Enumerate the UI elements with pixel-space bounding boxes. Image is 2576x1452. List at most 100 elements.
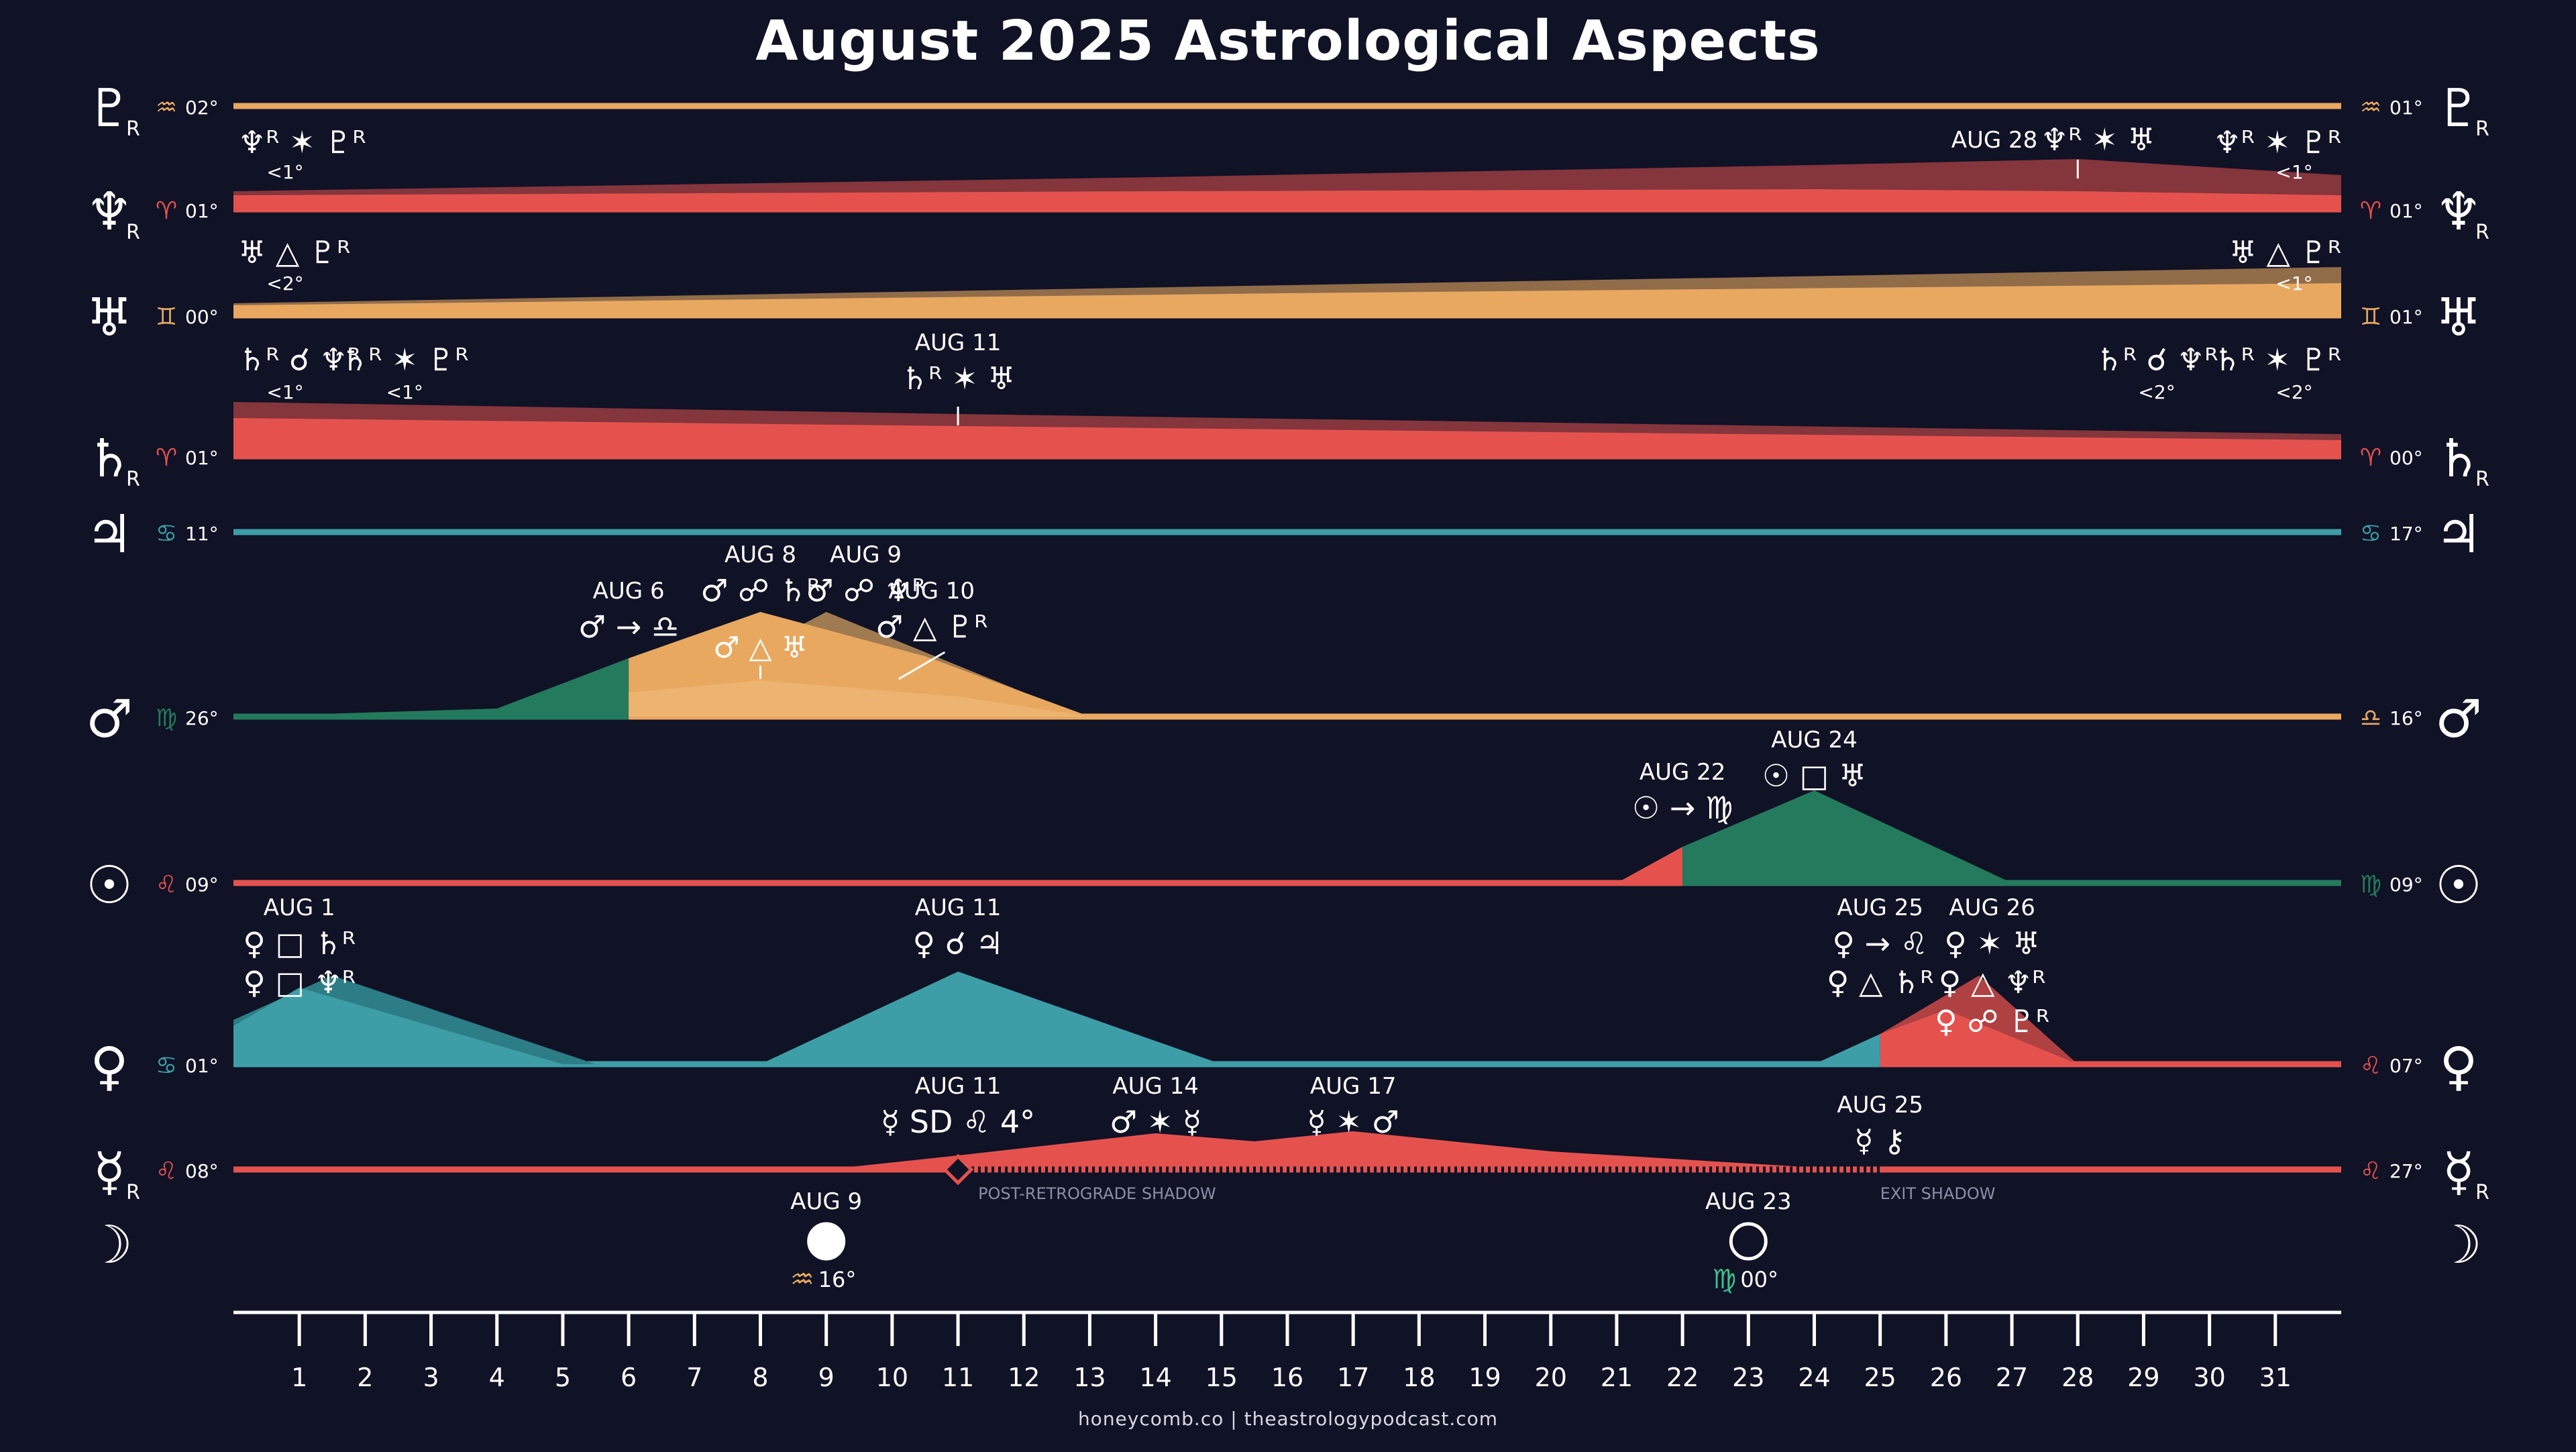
mars-glyph-right: ♂ <box>2435 689 2482 749</box>
aspect-date: AUG 9 <box>830 541 902 568</box>
aspect-band <box>233 189 2341 209</box>
aspect-label: AUG 6 ♂ → ♎ <box>578 578 679 645</box>
aspect-orb: <1° <box>2275 161 2312 183</box>
aspect-label: ♄ᴿ ☌ ♆ᴿ <2° <box>2096 342 2218 403</box>
aspect-glyphs: ♂ ☍ ♆ᴿ <box>806 572 925 609</box>
end-degree: 16° <box>2390 707 2423 729</box>
aspect-date: AUG 22 <box>1640 759 1726 786</box>
x-tick-label: 3 <box>423 1363 439 1392</box>
end-position-label: ♌ 07° <box>2360 1052 2423 1080</box>
start-position-label: ♈ 01° <box>156 444 219 472</box>
x-tick-label: 8 <box>752 1363 768 1392</box>
end-sign: ♍ <box>2360 871 2381 898</box>
aspect-glyphs: ♅ △ ♇ᴿ <box>238 234 350 270</box>
aspect-date: AUG 6 <box>593 578 665 605</box>
x-tick-label: 4 <box>489 1363 505 1392</box>
aspect-label: ♄ᴿ ✶ ♇ᴿ <1° <box>341 342 469 403</box>
x-tick-label: 16 <box>1271 1363 1303 1392</box>
aspect-label: AUG 11 ♄ᴿ ✶ ♅ <box>901 329 1015 425</box>
start-degree: 09° <box>185 874 219 896</box>
x-tick-label: 9 <box>818 1363 835 1392</box>
x-tick-label: 13 <box>1073 1363 1106 1392</box>
aspect-date: AUG 17 <box>1310 1073 1397 1100</box>
x-tick-label: 11 <box>942 1363 974 1392</box>
new-moon-icon <box>1729 1222 1768 1261</box>
planet-row-sun: ☉ ☉ ♌ 09° ♍ 09° AUG 22 ☉ → ♍ AUG 24 ☉ □ ♅ <box>86 727 2482 916</box>
aspect-glyphs: ♅ △ ♇ᴿ <box>2229 234 2341 270</box>
aspect-glyphs: ♂ ☍ ♄ᴿ <box>700 572 820 609</box>
shadow-label-start: POST-RETROGRADE SHADOW <box>978 1184 1216 1203</box>
mercury-glyph-right: ☿ R <box>2443 1142 2489 1204</box>
aspect-orb: <1° <box>266 381 303 403</box>
start-sign: ♌ <box>156 871 177 898</box>
full-moon-icon <box>807 1222 846 1261</box>
mars-glyph-left: ♂ <box>86 689 133 749</box>
aspect-label: ♄ᴿ ✶ ♇ᴿ <2° <box>2213 342 2341 403</box>
aspect-date: AUG 11 <box>915 329 1002 356</box>
aspect-date: AUG 24 <box>1771 727 1858 754</box>
aspect-glyphs: ♀ ✶ ♅ <box>1944 925 2040 962</box>
page-title: August 2025 Astrological Aspects <box>755 9 1821 73</box>
neptune-glyph-right: ♆R <box>2435 182 2489 244</box>
retrograde-marker: R <box>126 221 140 244</box>
planet-glyph: ♅ <box>2435 288 2482 348</box>
start-position-label: ♊ 00° <box>156 303 219 331</box>
aspect-date: AUG 1 <box>264 894 335 921</box>
aspect-label: AUG 11 ♀ ☌ ♃ <box>913 894 1004 962</box>
retrograde-marker: R <box>2475 468 2489 491</box>
aspect-glyphs: ♄ᴿ ✶ ♇ᴿ <box>341 342 469 378</box>
start-sign: ♌ <box>156 1157 177 1185</box>
moon-phase-degree: 00° <box>1740 1267 1778 1292</box>
aspect-glyphs: ♄ᴿ ✶ ♅ <box>901 360 1015 397</box>
retrograde-marker: R <box>126 117 140 141</box>
aspect-glyphs-second: ♀ △ ♆ᴿ <box>1939 964 2046 1000</box>
aspect-band <box>1616 847 1683 883</box>
moon-glyph-left: ☽ <box>86 1215 133 1276</box>
end-position-label: ♒ 01° <box>2360 94 2423 121</box>
aspect-orb: <1° <box>386 381 423 403</box>
planet-glyph: ♇ <box>2435 79 2482 139</box>
aspect-band <box>826 1131 1847 1170</box>
pluto-glyph-right: ♇R <box>2435 79 2489 141</box>
start-degree: 26° <box>185 707 219 729</box>
aspect-label: AUG 25 ♀ → ♌♀ △ ♄ᴿ <box>1827 894 1934 1000</box>
x-tick-label: 14 <box>1139 1363 1171 1392</box>
end-degree: 00° <box>2390 447 2423 469</box>
planet-row-uranus: ♅ ♅♊ 00° ♊ 01°♅ △ ♇ᴿ<2°♅ △ ♇ᴿ<1° <box>86 234 2482 348</box>
aspect-date: AUG 11 <box>915 1073 1002 1100</box>
planet-glyph: ☽ <box>2435 1215 2482 1276</box>
end-sign: ♊ <box>2360 303 2381 331</box>
start-position-label: ♒ 02° <box>156 94 219 121</box>
start-position-label: ♌ 08° <box>156 1157 219 1185</box>
start-sign: ♈ <box>156 197 177 225</box>
aspect-label: AUG 22 ☉ → ♍ <box>1632 759 1733 826</box>
aspect-label: AUG 10 ♂ △ ♇ᴿ <box>875 578 987 680</box>
aspect-band <box>1682 790 2341 883</box>
aspect-glyphs: ♄ᴿ ☌ ♆ᴿ <box>238 342 361 378</box>
x-tick-label: 12 <box>1008 1363 1040 1392</box>
footer-credits: honeycomb.co | theastrologypodcast.com <box>1077 1408 1499 1430</box>
start-sign: ♋ <box>156 1052 177 1080</box>
end-position-label: ♈ 00° <box>2360 444 2423 472</box>
aspect-label: AUG 8 ♂ ☍ ♄ᴿ <box>700 541 820 609</box>
planet-glyph: ♆ <box>2435 182 2482 242</box>
aspect-glyphs: ♄ᴿ ✶ ♇ᴿ <box>2213 342 2341 378</box>
start-degree: 00° <box>185 306 219 328</box>
x-tick-label: 27 <box>1996 1363 2028 1392</box>
aspect-date-inline: AUG 28 <box>1951 127 2038 154</box>
station-direct-marker <box>942 1153 974 1186</box>
x-tick-label: 26 <box>1930 1363 1962 1392</box>
x-tick-label: 15 <box>1205 1363 1238 1392</box>
end-sign: ♈ <box>2360 197 2381 225</box>
aspect-glyphs: ☿ ✶ ♂ <box>1307 1104 1399 1140</box>
aspect-glyphs: ♆ᴿ ✶ ♇ᴿ <box>238 124 366 160</box>
aspect-glyphs: ♆ᴿ ✶ ♇ᴿ <box>2213 124 2341 160</box>
moon-phase-degree: 16° <box>818 1267 857 1292</box>
planet-row-pluto: ♇R ♇R♒ 02° ♒ 01° <box>86 79 2489 141</box>
aspect-label: ♄ᴿ ☌ ♆ᴿ <1° <box>238 342 361 403</box>
venus-glyph-left: ♀ <box>90 1037 128 1097</box>
end-degree: 07° <box>2390 1055 2423 1077</box>
aspect-orb: <2° <box>2275 381 2312 403</box>
aspect-label: AUG 24 ☉ □ ♅ <box>1762 727 1866 794</box>
aspect-label: AUG 26 ♀ ✶ ♅♀ △ ♆ᴿ♀ ☍ ♇ᴿ <box>1935 894 2049 1039</box>
